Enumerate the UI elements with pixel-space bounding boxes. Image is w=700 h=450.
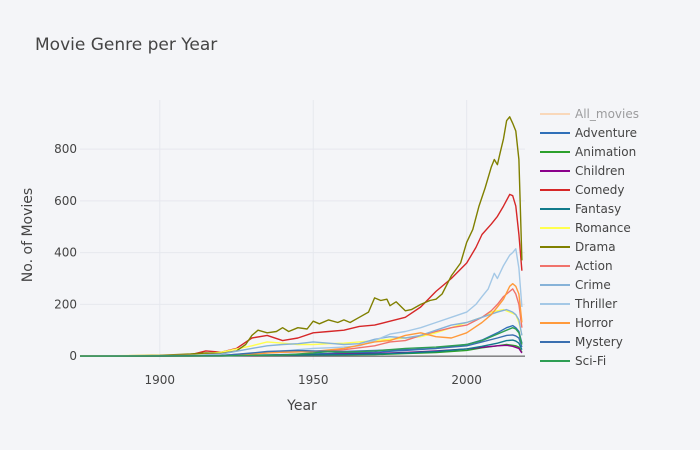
legend-item-animation[interactable]: Animation [540, 145, 636, 159]
y-tick-label: 0 [69, 349, 77, 363]
legend-item-adventure[interactable]: Adventure [540, 126, 637, 140]
legend-item-all-movies[interactable]: All_movies [540, 107, 639, 121]
legend-label: Adventure [575, 126, 637, 140]
legend-item-comedy[interactable]: Comedy [540, 183, 625, 197]
legend-item-thriller[interactable]: Thriller [540, 297, 617, 311]
series-line-horror[interactable] [79, 283, 523, 357]
x-tick-label: 1950 [298, 373, 329, 387]
y-tick-label: 800 [54, 142, 77, 156]
axes-ticks: 1900 1950 2000 0 200 400 600 800 [54, 142, 482, 387]
x-tick-label: 1900 [145, 373, 176, 387]
legend-label: All_movies [575, 107, 639, 121]
legend-label: Action [575, 259, 613, 273]
legend-label: Horror [575, 316, 613, 330]
legend-label: Romance [575, 221, 631, 235]
legend-label: Comedy [575, 183, 625, 197]
legend-label: Animation [575, 145, 636, 159]
y-tick-label: 200 [54, 297, 77, 311]
y-tick-label: 400 [54, 246, 77, 260]
series-line-crime[interactable] [79, 308, 523, 357]
legend-label: Crime [575, 278, 611, 292]
y-axis-title: No. of Movies [20, 188, 36, 282]
series-line-thriller[interactable] [79, 248, 523, 357]
legend-label: Children [575, 164, 625, 178]
legend-item-horror[interactable]: Horror [540, 316, 613, 330]
x-axis-title: Year [286, 398, 317, 414]
legend-item-crime[interactable]: Crime [540, 278, 611, 292]
legend[interactable]: All_movies Adventure Animation Children Come… [540, 107, 639, 368]
series-line-drama[interactable] [79, 116, 523, 357]
legend-item-action[interactable]: Action [540, 259, 613, 273]
grid [80, 100, 525, 360]
series-line-sci-fi[interactable] [79, 327, 523, 357]
series-line-mystery[interactable] [79, 334, 523, 357]
legend-label: Sci-Fi [575, 354, 606, 368]
series-line-comedy[interactable] [79, 193, 523, 357]
plot-area[interactable] [79, 116, 523, 357]
chart-title: Movie Genre per Year [35, 35, 217, 55]
legend-item-fantasy[interactable]: Fantasy [540, 202, 621, 216]
legend-item-drama[interactable]: Drama [540, 240, 616, 254]
legend-item-romance[interactable]: Romance [540, 221, 631, 235]
legend-item-children[interactable]: Children [540, 164, 625, 178]
x-tick-label: 2000 [451, 373, 482, 387]
legend-label: Thriller [574, 297, 617, 311]
y-tick-label: 600 [54, 194, 77, 208]
legend-item-mystery[interactable]: Mystery [540, 335, 623, 349]
series-line-fantasy[interactable] [79, 339, 523, 357]
legend-label: Fantasy [575, 202, 621, 216]
legend-item-sci-fi[interactable]: Sci-Fi [540, 354, 606, 368]
legend-label: Mystery [575, 335, 623, 349]
legend-label: Drama [575, 240, 616, 254]
